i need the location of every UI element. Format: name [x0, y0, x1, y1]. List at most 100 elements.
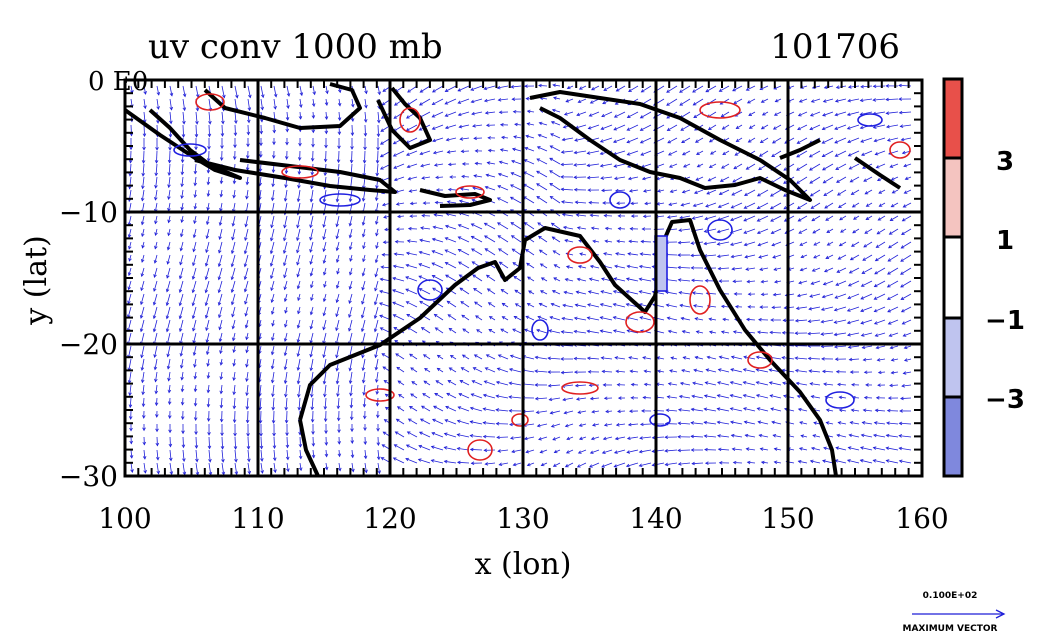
wind-vector-head [394, 431, 399, 435]
wind-vector [143, 150, 145, 163]
wind-vector-head [362, 258, 366, 263]
wind-vector-head [564, 238, 568, 243]
wind-vector-head [233, 446, 238, 450]
wind-vector [578, 265, 587, 269]
wind-vector [553, 97, 561, 100]
wind-vector-head [456, 460, 461, 465]
wind-vector [155, 384, 158, 394]
wind-vector-head [195, 121, 199, 125]
wind-vector [889, 228, 899, 235]
wind-vector-head [335, 223, 339, 228]
wind-vector-head [496, 85, 501, 90]
wind-vector [744, 421, 756, 425]
wind-vector-head [729, 394, 734, 398]
wind-vector-head [901, 321, 906, 325]
wind-vector-head [405, 444, 410, 448]
wind-vector [758, 421, 769, 425]
minor-ticks [125, 80, 922, 476]
wind-vector-head [560, 330, 565, 334]
wind-vector-head [169, 457, 173, 462]
wind-vector-head [771, 305, 776, 310]
wind-vector-head [865, 216, 870, 221]
wind-vector [743, 394, 756, 399]
wind-vector [562, 397, 574, 401]
wind-vector-head [142, 441, 147, 446]
wind-vector-head [526, 303, 531, 307]
wind-vector-head [769, 394, 774, 398]
wind-vector-head [578, 86, 583, 90]
wind-vector-head [511, 97, 516, 101]
wind-vector-head [376, 428, 380, 432]
wind-vector [422, 393, 431, 399]
wind-vector [563, 226, 574, 230]
wind-vector-head [375, 402, 380, 407]
wind-vector-head [143, 91, 147, 95]
wind-vector-head [782, 318, 787, 323]
wind-vector [879, 202, 886, 207]
wind-vector-head [248, 94, 252, 99]
wind-vector [576, 214, 587, 217]
wind-vector [231, 267, 236, 280]
wind-vector [669, 370, 678, 373]
coastline-sulawesi [376, 86, 432, 150]
wind-vector-head [836, 179, 840, 183]
wind-vector [259, 332, 262, 340]
wind-vector-head [312, 91, 316, 96]
wind-vector-head [563, 112, 568, 116]
wind-vector-head [286, 105, 290, 109]
wind-vector [861, 150, 873, 156]
wind-vector [652, 436, 665, 439]
wind-vector [432, 124, 444, 130]
wind-vector-head [324, 466, 329, 471]
wind-vector-head [208, 458, 212, 463]
wind-vector [799, 98, 808, 103]
wind-vector [627, 265, 639, 269]
wind-vector-head [822, 167, 826, 171]
wind-vector-head [681, 139, 685, 144]
wind-vector [900, 293, 912, 300]
wind-vector [732, 267, 743, 270]
wind-vector-head [484, 367, 489, 371]
wind-vector-head [834, 357, 839, 362]
wind-vector-head [748, 112, 752, 116]
wind-vector-head [821, 357, 825, 361]
wind-vector [808, 357, 821, 360]
wind-vector-head [166, 365, 171, 370]
wind-vector [565, 423, 574, 427]
wind-vector-head [860, 321, 865, 325]
wind-vector-head [591, 409, 596, 414]
wind-vector [798, 111, 808, 117]
wind-vector-head [639, 422, 644, 427]
wind-vector-head [876, 231, 881, 235]
wind-vector [626, 137, 639, 143]
wind-vector-head [205, 235, 210, 240]
wind-vector [639, 316, 652, 321]
wind-vector-head [863, 178, 867, 182]
wind-vector [461, 367, 470, 373]
wind-vector [406, 98, 418, 106]
wind-vector-head [167, 196, 171, 200]
wind-vector [510, 184, 522, 191]
x-tick-150: 150 [761, 502, 814, 535]
wind-vector [409, 406, 418, 412]
wind-vector-head [336, 270, 340, 275]
wind-vector [731, 434, 743, 438]
wind-vector [748, 137, 756, 143]
wind-vector [471, 248, 483, 256]
wind-vector [511, 449, 522, 453]
wind-vector [681, 317, 691, 321]
wind-vector [890, 215, 899, 221]
wind-vector-head [630, 201, 634, 206]
wind-vector-head [206, 158, 211, 162]
wind-vector-head [667, 140, 671, 144]
wind-vector-head [638, 277, 643, 281]
wind-vector [432, 98, 444, 105]
wind-vector [472, 274, 483, 282]
wind-vector-head [761, 112, 766, 116]
wind-vector [499, 261, 509, 269]
wind-vector-head [444, 419, 449, 423]
wind-vector-head [848, 433, 853, 438]
wind-vector [207, 189, 210, 197]
wind-vector [471, 393, 483, 399]
